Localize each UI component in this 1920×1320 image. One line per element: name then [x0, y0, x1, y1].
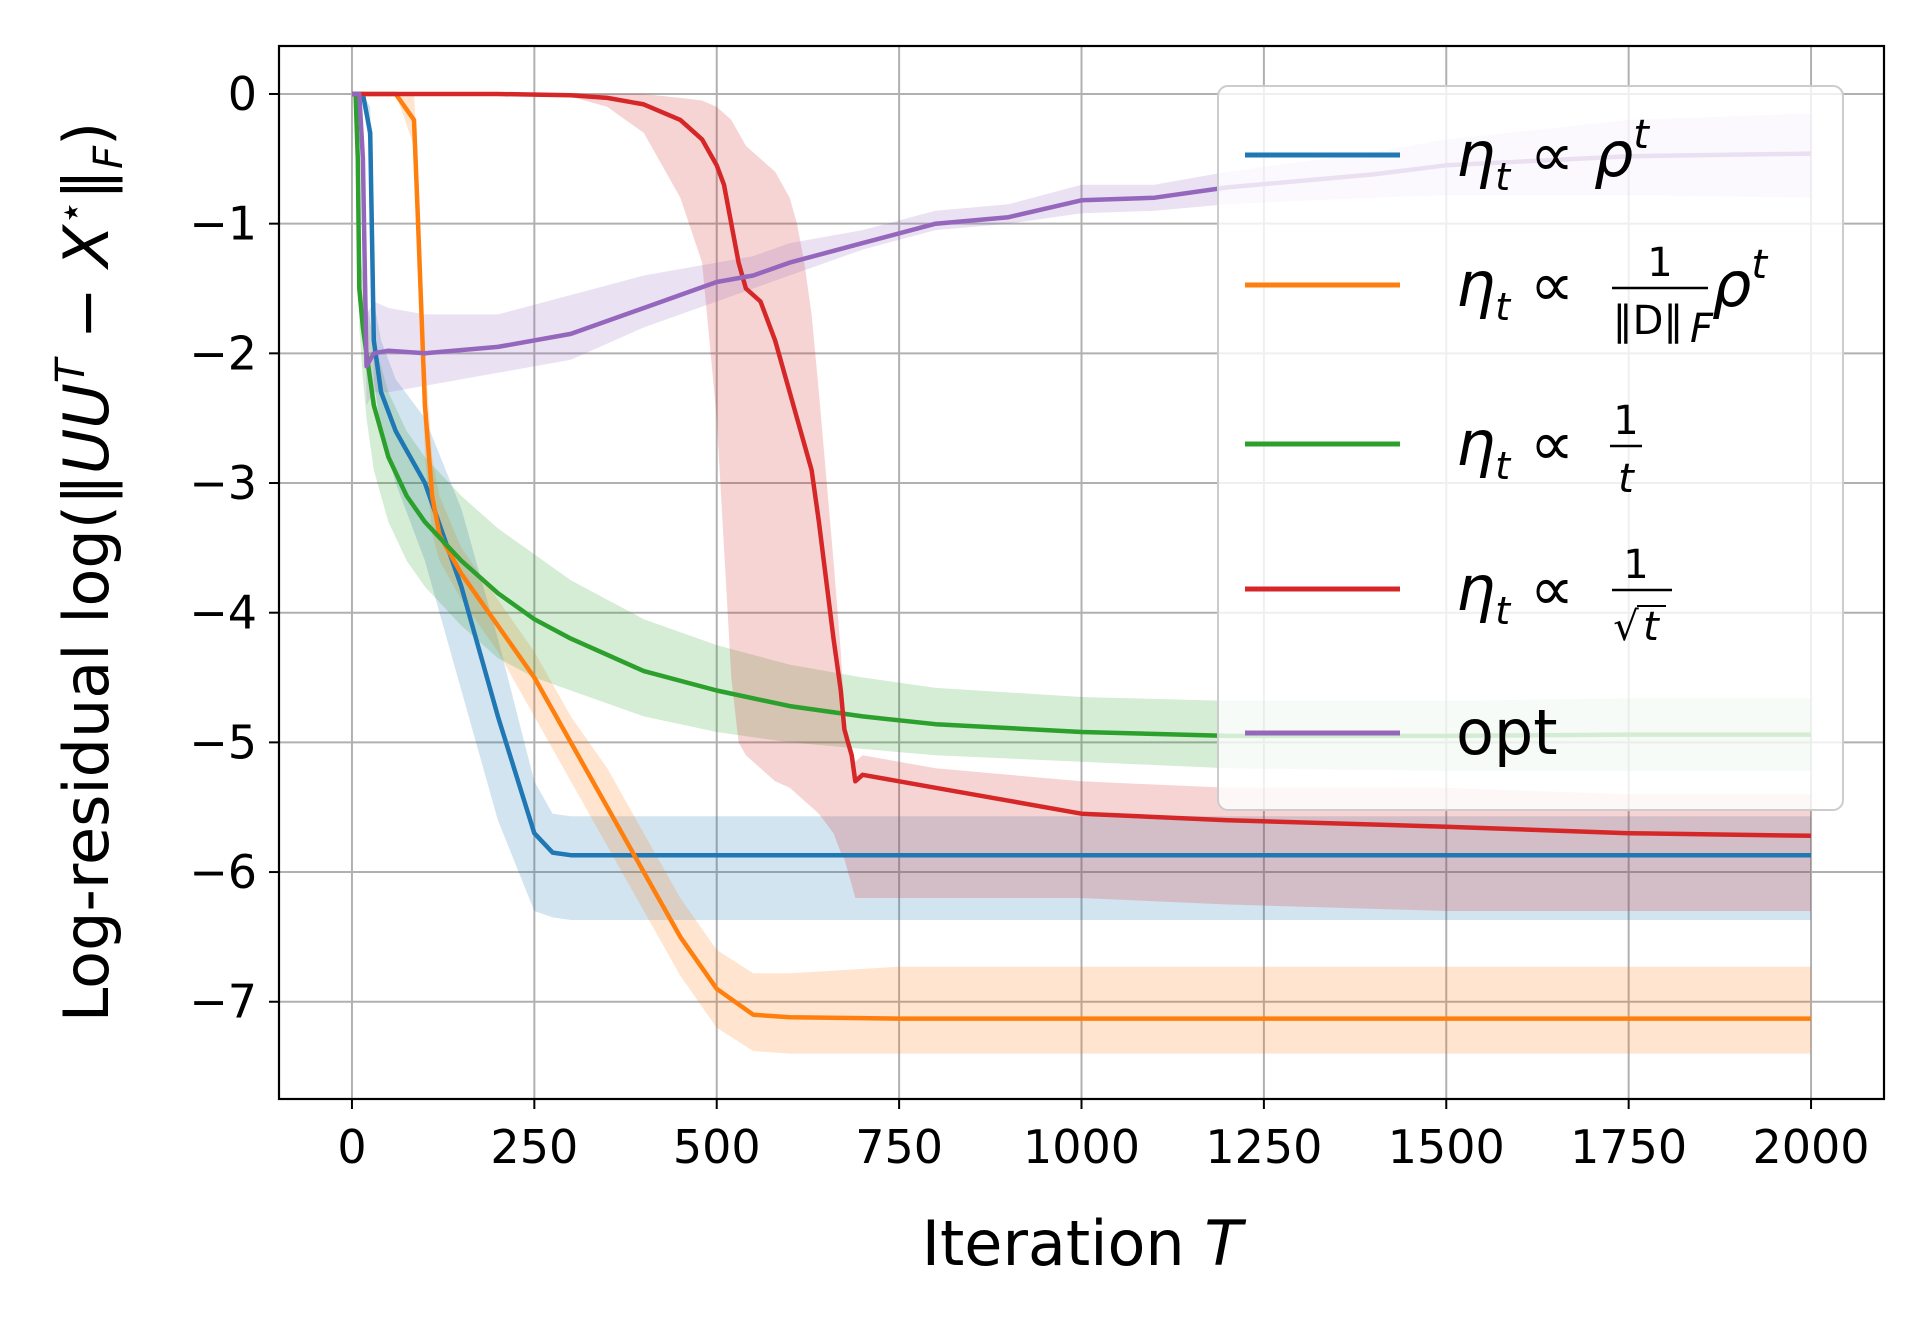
svg-text:ηt ∝: ηt ∝: [1456, 407, 1574, 488]
svg-text:t: t: [1618, 456, 1635, 502]
legend-entry-rho-t: ηt ∝ ρt: [1245, 112, 1650, 199]
y-tick-label: −2: [189, 326, 257, 380]
legend: ηt ∝ ρt ηt ∝ 1 ‖D‖ F ρt ηt ∝ 1: [1217, 85, 1844, 811]
svg-text:1: 1: [1623, 542, 1648, 588]
x-tick-label: 1750: [1570, 1120, 1687, 1174]
x-tick-label: 250: [490, 1120, 578, 1174]
band-rho-t: [352, 94, 1811, 920]
svg-text:ηt ∝: ηt ∝: [1456, 552, 1574, 633]
x-tick-label: 1000: [1023, 1120, 1140, 1174]
legend-entry-inv-sqrt-t: ηt ∝ 1 √ t: [1245, 542, 1672, 650]
x-tick-label: 750: [855, 1120, 943, 1174]
svg-text:ηt ∝ ρt: ηt ∝ ρt: [1456, 112, 1650, 199]
x-tick-label: 500: [673, 1120, 761, 1174]
svg-text:opt: opt: [1456, 696, 1558, 769]
y-tick-label: 0: [228, 67, 257, 121]
legend-entry-opt: opt: [1245, 696, 1558, 769]
legend-symbol-eta: η: [1456, 118, 1495, 191]
svg-text:√: √: [1613, 604, 1639, 650]
svg-text:F: F: [1690, 306, 1714, 352]
y-tick-label: −1: [189, 197, 257, 251]
x-tick-label: 1250: [1205, 1120, 1322, 1174]
x-tick-label: 1500: [1388, 1120, 1505, 1174]
y-axis-title: Log-residual log(‖UUT − X⋆‖F): [48, 122, 132, 1023]
y-tick-label: −6: [189, 845, 257, 899]
svg-text:ηt ∝: ηt ∝: [1456, 248, 1574, 329]
x-axis-title: Iteration T: [922, 1207, 1247, 1280]
line-inv-t: [352, 91, 1811, 739]
y-tick-label: −5: [189, 715, 257, 769]
axis-ticks: 0 250 500 750 1000 1250 1500 1750 2000 0 −1 −2 −3 −4 −…: [189, 67, 1869, 1174]
svg-text:1: 1: [1647, 240, 1672, 286]
y-tick-label: −3: [189, 456, 257, 510]
legend-box: [1217, 85, 1844, 811]
svg-text:1: 1: [1613, 398, 1638, 444]
x-tick-label: 2000: [1753, 1120, 1870, 1174]
legend-entry-inv-t: ηt ∝ 1 t: [1245, 398, 1642, 502]
svg-text:‖D‖: ‖D‖: [1613, 298, 1684, 344]
line-inv-sqrt-t: [352, 91, 1812, 839]
y-tick-label: −7: [189, 975, 257, 1029]
svg-text:ρt: ρt: [1712, 242, 1768, 321]
svg-text:Log-residual log(‖UUT − X⋆‖F): Log-residual log(‖UUT − X⋆‖F): [48, 122, 132, 1023]
svg-text:t: t: [1643, 604, 1660, 650]
y-tick-label: −4: [189, 586, 257, 640]
x-tick-label: 0: [337, 1120, 366, 1174]
legend-entry-norm-rho-t: ηt ∝ 1 ‖D‖ F ρt: [1245, 240, 1768, 352]
band-inv-sqrt-t: [352, 94, 1811, 911]
